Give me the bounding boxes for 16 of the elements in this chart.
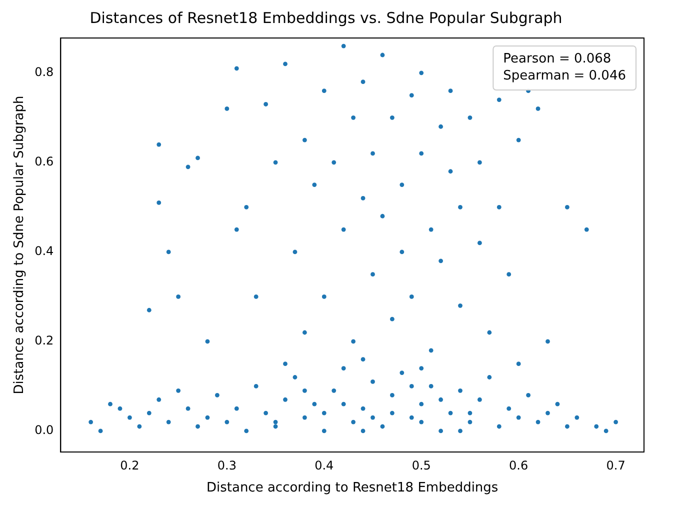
y-tick-label: 0.0 [34, 423, 54, 438]
x-tick-label: 0.4 [314, 458, 334, 472]
y-axis-title: Distance according to Sdne Popular Subgraph [12, 96, 28, 394]
x-tick-label: 0.3 [217, 458, 236, 472]
x-tick-label: 0.5 [412, 458, 431, 472]
x-tick-label: 0.7 [606, 458, 626, 472]
chart-title: Distances of Resnet18 Embeddings vs. Sdne Popular Subgraph [90, 8, 562, 27]
x-axis-title: Distance according to Resnet18 Embeddings [206, 480, 498, 496]
y-tick-label: 0.2 [34, 334, 54, 348]
y-tick-label: 0.6 [34, 154, 54, 169]
x-tick-label: 0.2 [120, 458, 140, 472]
y-tick-label: 0.4 [34, 244, 54, 258]
annotation: Spearman = 0.046 [503, 68, 626, 84]
y-tick-label: 0.8 [34, 65, 54, 80]
x-tick-label: 0.6 [509, 458, 528, 472]
annotation: Pearson = 0.068 [503, 51, 612, 66]
